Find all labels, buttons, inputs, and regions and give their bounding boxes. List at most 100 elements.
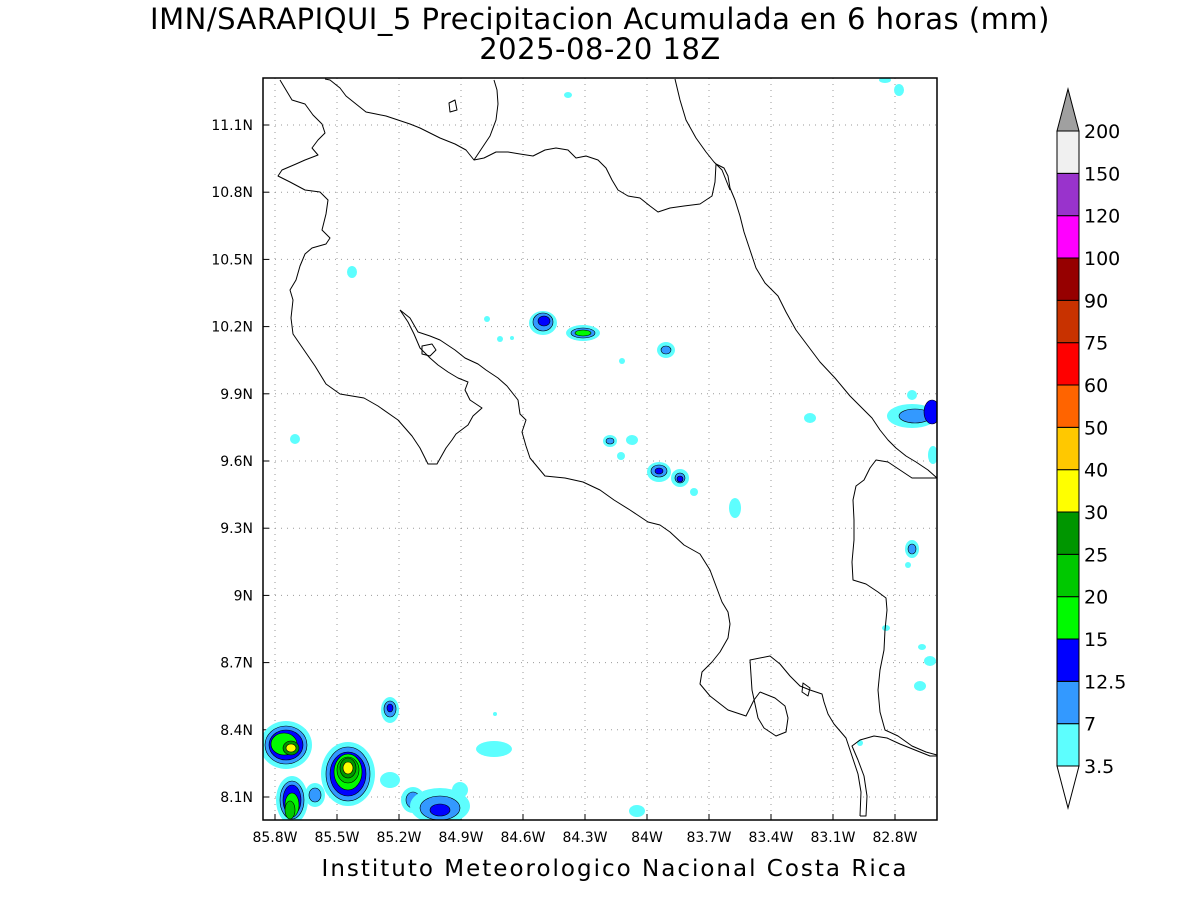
colorbar-label: 50: [1084, 417, 1108, 439]
colorbar-label: 100: [1084, 248, 1120, 270]
precip-contour: [564, 92, 572, 98]
precip-cell: [263, 721, 312, 769]
precip-cell: [626, 435, 638, 445]
precip-cell: [510, 336, 514, 340]
colorbar-label: 60: [1084, 375, 1108, 397]
colorbar-min-arrow: [1056, 765, 1080, 810]
precip-cell: [924, 656, 936, 666]
lat-tick-label: 10.5N: [211, 252, 253, 268]
precip-contour: [493, 712, 497, 716]
precip-contour: [894, 84, 904, 96]
coastline-segment: [473, 79, 499, 161]
precip-cell: [276, 776, 308, 820]
precip-contour: [905, 562, 911, 568]
coastline-segment: [851, 459, 938, 756]
colorbar-swatch: [1056, 130, 1080, 174]
precip-contour: [660, 345, 672, 355]
lat-tick-label: 10.8N: [211, 185, 253, 201]
institution-credit: Instituto Meteorologico Nacional Costa R…: [321, 856, 909, 882]
precip-contour: [476, 741, 512, 757]
precip-cell: [347, 266, 357, 278]
lon-tick-label: 84.3W: [562, 830, 607, 846]
precip-cell: [603, 435, 617, 447]
precip-contour: [918, 644, 926, 650]
colorbar-swatch: [1056, 511, 1080, 555]
precip-cell: [566, 325, 600, 341]
colorbar-swatch: [1056, 384, 1080, 428]
precip-cell: [905, 540, 919, 558]
coastline-segment: [801, 682, 811, 697]
colorbar-swatch: [1056, 638, 1080, 682]
precip-contour: [729, 498, 741, 518]
precip-contour: [857, 740, 863, 746]
precip-contour: [290, 434, 300, 444]
colorbar-swatch: [1056, 553, 1080, 598]
precip-cell: [671, 469, 689, 487]
lat-tick-labels: 11.1N 10.8N 10.5N 10.2N 9.9N 9.6N 9.3N 9N 8.7N 8.…: [211, 118, 253, 806]
coastline: [277, 78, 938, 817]
precip-contour: [380, 772, 400, 788]
precip-cell: [619, 358, 625, 364]
map-title: IMN/SARAPIQUI_5 Precipitacion Acumulada …: [150, 2, 1050, 36]
colorbar-label: 25: [1084, 544, 1108, 566]
coastline-segment: [421, 343, 437, 357]
coastline-segment: [674, 78, 731, 191]
colorbar-label: 3.5: [1084, 756, 1114, 778]
colorbar-label: 75: [1084, 333, 1108, 355]
precip-cell: [905, 562, 911, 568]
colorbar-swatch: [1056, 469, 1080, 513]
precip-contour: [386, 703, 394, 713]
colorbar-label: 20: [1084, 587, 1108, 609]
precip-cell: [290, 434, 300, 444]
precip-cell: [657, 342, 675, 358]
lon-tick-label: 82.8W: [872, 830, 917, 846]
coastline-segment: [749, 655, 862, 817]
lon-tick-label: 84.6W: [500, 830, 545, 846]
precip-contour: [924, 656, 936, 666]
precip-contour: [879, 78, 891, 83]
colorbar-label: 15: [1084, 629, 1108, 651]
precip-contour: [429, 803, 451, 817]
map-grid: [263, 78, 937, 820]
precip-contour: [676, 475, 684, 483]
coastline-segment: [851, 735, 937, 817]
colorbar-label: 200: [1084, 121, 1120, 143]
lat-tick-label: 8.7N: [220, 656, 253, 672]
lat-tick-label: 11.1N: [211, 118, 253, 134]
coastline-segment: [399, 309, 761, 717]
lon-tick-label: 83.4W: [748, 830, 793, 846]
colorbar-label: 7: [1084, 714, 1096, 736]
lon-tick-label: 85.5W: [314, 830, 359, 846]
precip-contour: [537, 315, 551, 327]
precip-contour: [626, 435, 638, 445]
lat-tick-label: 9.3N: [220, 521, 253, 537]
colorbar-swatch: [1056, 215, 1080, 259]
precip-contour: [285, 743, 297, 753]
precip-contour: [690, 488, 698, 496]
precipitation-field: [263, 78, 937, 820]
precip-contour: [619, 358, 625, 364]
precip-cell: [321, 742, 375, 806]
lat-tick-label: 9N: [234, 588, 253, 604]
colorbar-swatch: [1056, 342, 1080, 386]
precip-cell: [564, 92, 572, 98]
colorbar-label: 120: [1084, 206, 1120, 228]
precip-contour: [629, 805, 645, 817]
precip-contour: [654, 467, 664, 475]
precip-cell: [381, 697, 399, 723]
precip-cell: [914, 681, 926, 691]
colorbar-swatch: [1056, 257, 1080, 301]
colorbar-swatch: [1056, 723, 1080, 767]
precip-cell: [452, 782, 468, 798]
lat-tick-label: 9.6N: [220, 454, 253, 470]
precip-contour: [342, 761, 354, 775]
coastline-segment: [448, 99, 458, 113]
colorbar-label: 30: [1084, 502, 1108, 524]
precip-cell: [894, 84, 904, 96]
precip-contour: [452, 782, 468, 798]
precip-contour: [574, 329, 592, 337]
precip-cell: [907, 390, 917, 400]
precip-cell: [928, 446, 937, 464]
precip-contour: [928, 446, 937, 464]
